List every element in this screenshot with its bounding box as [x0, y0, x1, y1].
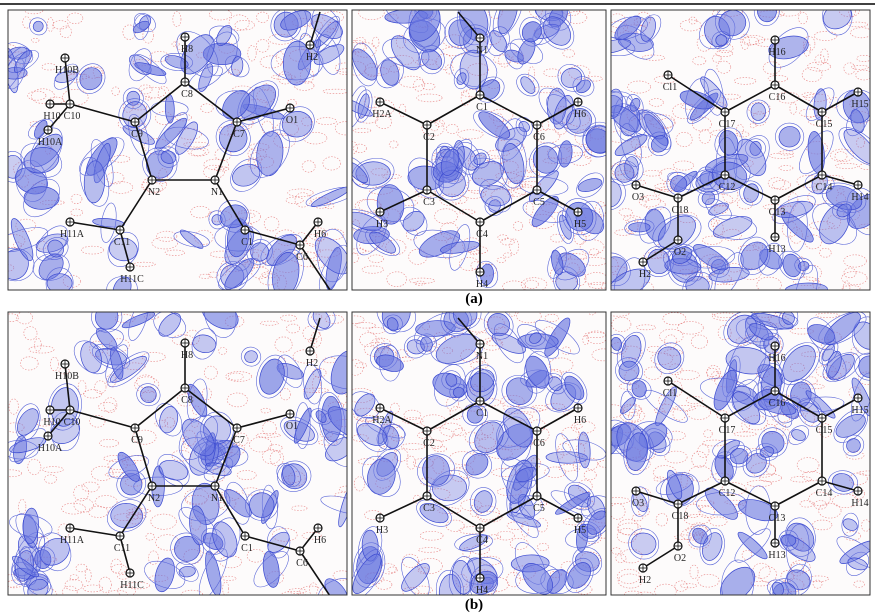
- atom-label: H2: [306, 52, 318, 63]
- atom-label: O1: [286, 421, 298, 432]
- atom-label: H5: [574, 525, 586, 536]
- atom-label: H16: [768, 353, 785, 364]
- atom-label: C2: [423, 438, 435, 449]
- atom-label: H10A: [38, 137, 63, 148]
- atom-label: C4: [476, 535, 488, 546]
- atom-label: C13: [769, 207, 786, 218]
- atom-label: C10: [64, 111, 81, 122]
- atom-label: C12: [719, 488, 736, 499]
- atom-label: C17: [719, 119, 736, 130]
- atom-label: H13: [768, 550, 785, 561]
- atom-label: O2: [674, 553, 686, 564]
- atom-label: C10: [64, 417, 81, 428]
- atom-label: C5: [533, 197, 545, 208]
- atom-label: H14: [851, 192, 868, 203]
- map-panel: [588, 304, 875, 613]
- caption: (b): [465, 597, 483, 613]
- atom-label: H2: [306, 358, 318, 369]
- map-panel: [344, 289, 617, 613]
- atom-label: H10B: [55, 65, 79, 76]
- atom-label: H15: [851, 99, 868, 110]
- atom-label: C1: [476, 102, 488, 113]
- atom-label: H11C: [120, 580, 144, 591]
- atom-label: C6: [296, 252, 308, 263]
- atom-label: C3: [423, 503, 435, 514]
- atom-label: C13: [769, 513, 786, 524]
- atom-label: H15: [851, 405, 868, 416]
- atom-label: H2A: [372, 415, 392, 426]
- atom-label: H5: [574, 219, 586, 230]
- atom-label: C2: [423, 132, 435, 143]
- atom-label: C6: [533, 438, 545, 449]
- atom-label: O1: [286, 115, 298, 126]
- atom-label: C16: [769, 398, 786, 409]
- figure: H10B C10 H10 H10A C9 H8 C8 C7 O1 H2 N2 N1 C11 H11A H11…: [0, 0, 875, 613]
- atom-label: H3: [376, 525, 388, 536]
- atom-label: H8: [181, 350, 193, 361]
- atom-label: C17: [719, 425, 736, 436]
- atom-label: C15: [816, 119, 833, 130]
- atom-label: H14: [851, 498, 868, 509]
- map-panel: [590, 0, 875, 317]
- atom-label: C14: [816, 488, 833, 499]
- atom-label: C1: [476, 408, 488, 419]
- atom-label: H6: [574, 415, 586, 426]
- atom-label: C18: [672, 205, 689, 216]
- atom-label: C14: [816, 182, 833, 193]
- atom-label: H2: [639, 575, 651, 586]
- atom-label: C6: [533, 132, 545, 143]
- atom-label: C18: [672, 511, 689, 522]
- atom-label: H10B: [55, 371, 79, 382]
- positive-blob: [629, 223, 651, 232]
- atom-label: C9: [131, 435, 143, 446]
- atom-label: H6: [574, 109, 586, 120]
- atom-label: H10: [43, 417, 60, 428]
- atom-label: N2: [148, 187, 160, 198]
- atom-label: C6: [296, 558, 308, 569]
- atom-label: N1: [211, 187, 223, 198]
- atom-label: H4: [476, 585, 488, 596]
- atom-label: C15: [816, 425, 833, 436]
- atom-label: C1: [241, 543, 253, 554]
- atom-label: O2: [674, 247, 686, 258]
- atom-label: H10A: [38, 443, 63, 454]
- atom-label: H6: [314, 229, 326, 240]
- atom-label: H11A: [60, 229, 85, 240]
- atom-label: C3: [423, 197, 435, 208]
- atom-label: H11A: [60, 535, 85, 546]
- caption: (a): [465, 291, 483, 307]
- atom-label: N1: [476, 351, 488, 362]
- atom-label: H8: [181, 44, 193, 55]
- atom-label: H3: [376, 219, 388, 230]
- atom-label: O3: [632, 192, 644, 203]
- atom-label: H11C: [120, 274, 144, 285]
- atom-label: C5: [533, 503, 545, 514]
- atom-label: C16: [769, 92, 786, 103]
- atom-label: H10: [43, 111, 60, 122]
- atom-label: H4: [476, 279, 488, 290]
- atom-label: N1: [476, 45, 488, 56]
- atom-label: C1: [241, 237, 253, 248]
- atom-label: C8: [181, 395, 193, 406]
- atom-label: Cl1: [663, 82, 677, 93]
- atom-label: C4: [476, 229, 488, 240]
- atom-label: Cl1: [663, 388, 677, 399]
- atom-label: C7: [233, 435, 245, 446]
- atom-label: C7: [233, 129, 245, 140]
- atom-label: C11: [114, 237, 130, 248]
- atom-label: H2: [639, 269, 651, 280]
- atom-label: N2: [148, 493, 160, 504]
- atom-label: C12: [719, 182, 736, 193]
- atom-label: C11: [114, 543, 130, 554]
- atom-label: O3: [632, 498, 644, 509]
- atom-label: H13: [768, 244, 785, 255]
- atom-label: H6: [314, 535, 326, 546]
- atom-label: C8: [181, 89, 193, 100]
- atom-label: H2A: [372, 109, 392, 120]
- atom-label: H16: [768, 47, 785, 58]
- atom-label: N1: [211, 493, 223, 504]
- atom-label: C9: [131, 129, 143, 140]
